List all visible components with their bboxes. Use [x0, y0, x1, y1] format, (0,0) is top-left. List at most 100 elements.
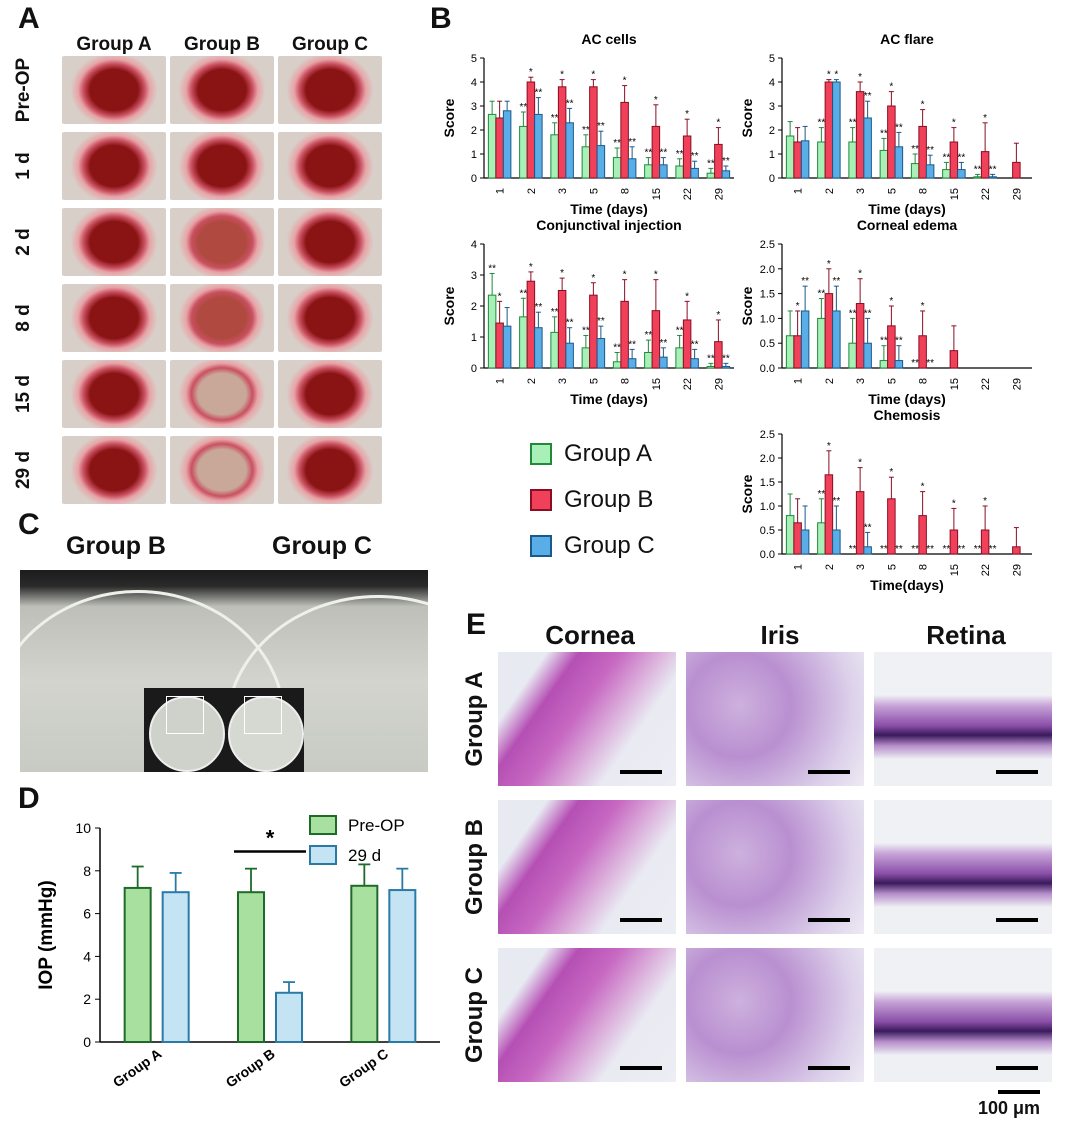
sig-mark-corneal-edema-group-c-3: ** — [864, 308, 872, 319]
y-tick-label-ac-cells: 0 — [471, 173, 477, 185]
x-tick-label-ac-cells-1: 1 — [495, 188, 507, 194]
sig-mark-conjunctival-injection-group-b-3: * — [560, 268, 564, 279]
sig-mark-ac-flare-group-a-22: ** — [974, 164, 982, 175]
sig-mark-corneal-edema-group-a-8: ** — [911, 358, 919, 369]
sig-mark-ac-cells-group-c-3: ** — [566, 98, 574, 109]
bar-chemosis-group-b-2 — [824, 474, 834, 555]
y-tick-label-conjunctival-injection: 1 — [471, 332, 477, 344]
sig-mark-corneal-edema-group-b-3: * — [858, 269, 862, 280]
sig-mark-conjunctival-injection-group-a-22: ** — [676, 325, 684, 336]
sig-mark-ac-cells-group-a-29: ** — [707, 158, 715, 169]
row-label-pre-op: Pre-OP — [13, 57, 34, 123]
chart-conjunctival-injection: Conjunctival injection01234Score***1****… — [441, 217, 734, 407]
sig-mark-corneal-edema-group-c-2: ** — [832, 276, 840, 287]
bar-ac-flare-group-c-1 — [800, 140, 810, 179]
x-tick-label-chemosis-29: 29 — [1011, 564, 1023, 576]
bar-chemosis-group-c-2 — [832, 529, 841, 555]
bar-corneal-edema-group-a-3 — [848, 342, 857, 369]
bar-ac-flare-group-b-29 — [1012, 161, 1021, 179]
sig-mark-ac-flare-group-c-22: ** — [989, 164, 997, 175]
group-b-dish-title: Group B — [66, 532, 166, 560]
bar-ac-cells-group-c-8 — [627, 158, 637, 179]
panel-label-e: E — [466, 608, 487, 641]
panel-label-b: B — [430, 2, 452, 35]
legend-swatch-group-b — [530, 489, 552, 511]
sig-mark-ac-cells-group-b-29: * — [716, 118, 720, 129]
sig-mark-ac-flare-group-b-22: * — [983, 113, 987, 124]
iop-y-tick-label: 6 — [83, 906, 91, 922]
x-tick-label-ac-flare-5: 5 — [886, 188, 898, 194]
iop-y-axis-label: IOP (mmHg) — [36, 880, 57, 989]
bar-ac-flare-group-c-3 — [863, 117, 872, 179]
histology-row-label-group-b: Group B — [461, 819, 488, 915]
bar-ac-cells-group-a-5 — [581, 146, 591, 179]
x-tick-label-chemosis-22: 22 — [980, 564, 992, 576]
iop-significance-mark: * — [266, 826, 275, 851]
legend-label-group-b: Group B — [564, 486, 654, 513]
bar-conjunctival-injection-group-b-1 — [495, 322, 504, 369]
x-tick-label-ac-flare-22: 22 — [980, 188, 992, 200]
bar-ac-flare-group-b-3 — [855, 91, 865, 179]
bar-ac-flare-group-c-22 — [988, 176, 997, 179]
iop-legend-label-pre-op: Pre-OP — [348, 816, 405, 835]
row-label-15-d: 15 d — [13, 374, 34, 414]
row-label-8-d: 8 d — [13, 304, 34, 332]
x-tick-label-ac-cells-2: 2 — [526, 188, 538, 194]
y-axis-label-conjunctival-injection: Score — [441, 286, 457, 325]
sig-mark-corneal-edema-group-b-1: * — [796, 301, 800, 312]
y-tick-label-corneal-edema: 0.5 — [760, 338, 775, 350]
sig-mark-chemosis-group-a-2: ** — [817, 489, 825, 500]
x-tick-label-chemosis-8: 8 — [918, 564, 930, 570]
bar-conjunctival-injection-group-a-5 — [581, 347, 591, 369]
sig-mark-chemosis-group-b-3: * — [858, 458, 862, 469]
bar-corneal-edema-group-b-15 — [949, 350, 959, 369]
x-axis-label-chemosis: Time(days) — [870, 577, 944, 593]
x-tick-label-conjunctival-injection-1: 1 — [495, 378, 507, 384]
y-tick-label-ac-cells: 3 — [471, 101, 477, 113]
chart-title-ac-cells: AC cells — [581, 31, 636, 47]
iop-x-tick-label-group-c: Group C — [336, 1045, 391, 1090]
x-tick-label-corneal-edema-15: 15 — [949, 378, 961, 390]
y-tick-label-chemosis: 2.5 — [760, 429, 775, 441]
sig-mark-conjunctival-injection-group-b-15: * — [654, 270, 658, 281]
bar-ac-flare-group-b-1 — [793, 141, 802, 179]
sig-mark-chemosis-group-c-5: ** — [895, 544, 903, 555]
iris-column-header: Iris — [760, 620, 800, 650]
sig-mark-conjunctival-injection-group-c-2: ** — [534, 302, 542, 313]
tile-scale-bar — [620, 770, 662, 774]
eye-photo-group-b-15-d — [170, 360, 274, 428]
bar-conjunctival-injection-group-c-5 — [596, 338, 606, 369]
sig-mark-ac-cells-group-b-22: * — [685, 109, 689, 120]
bar-ac-cells-group-a-15 — [644, 164, 653, 179]
x-tick-label-corneal-edema-29: 29 — [1011, 378, 1023, 390]
sig-mark-ac-flare-group-c-2: * — [834, 70, 838, 81]
bar-ac-flare-group-a-2 — [817, 141, 826, 179]
inset-box-right — [244, 696, 282, 734]
sig-mark-corneal-edema-group-a-3: ** — [849, 308, 857, 319]
tile-scale-bar — [996, 918, 1038, 922]
sig-mark-ac-cells-group-c-8: ** — [628, 137, 636, 148]
sig-mark-ac-cells-group-a-15: ** — [644, 148, 652, 159]
bar-ac-flare-group-a-15 — [942, 169, 951, 179]
tile-scale-bar — [620, 1066, 662, 1070]
y-axis-label-ac-flare: Score — [739, 98, 755, 137]
bar-ac-flare-group-a-5 — [879, 149, 889, 179]
row-label-1-d: 1 d — [13, 152, 34, 180]
x-tick-label-ac-cells-8: 8 — [620, 188, 632, 194]
eye-photo-group-b-29-d — [170, 436, 274, 504]
bar-ac-flare-group-c-5 — [894, 146, 904, 179]
histology-retina-group-b — [874, 800, 1052, 934]
tile-scale-bar — [996, 1066, 1038, 1070]
sig-mark-chemosis-group-a-15: ** — [942, 544, 950, 555]
x-tick-label-corneal-edema-1: 1 — [793, 378, 805, 384]
iop-legend-label-29-d: 29 d — [348, 846, 381, 865]
bar-ac-flare-group-a-8 — [910, 163, 920, 179]
bar-corneal-edema-group-c-2 — [832, 310, 841, 369]
sig-mark-chemosis-group-b-8: * — [921, 482, 925, 493]
bar-ac-cells-group-b-1 — [495, 117, 504, 179]
sig-mark-ac-flare-group-c-5: ** — [895, 122, 903, 133]
y-tick-label-ac-flare: 3 — [769, 101, 775, 113]
eye-photo-group-a-1-d — [62, 132, 166, 200]
